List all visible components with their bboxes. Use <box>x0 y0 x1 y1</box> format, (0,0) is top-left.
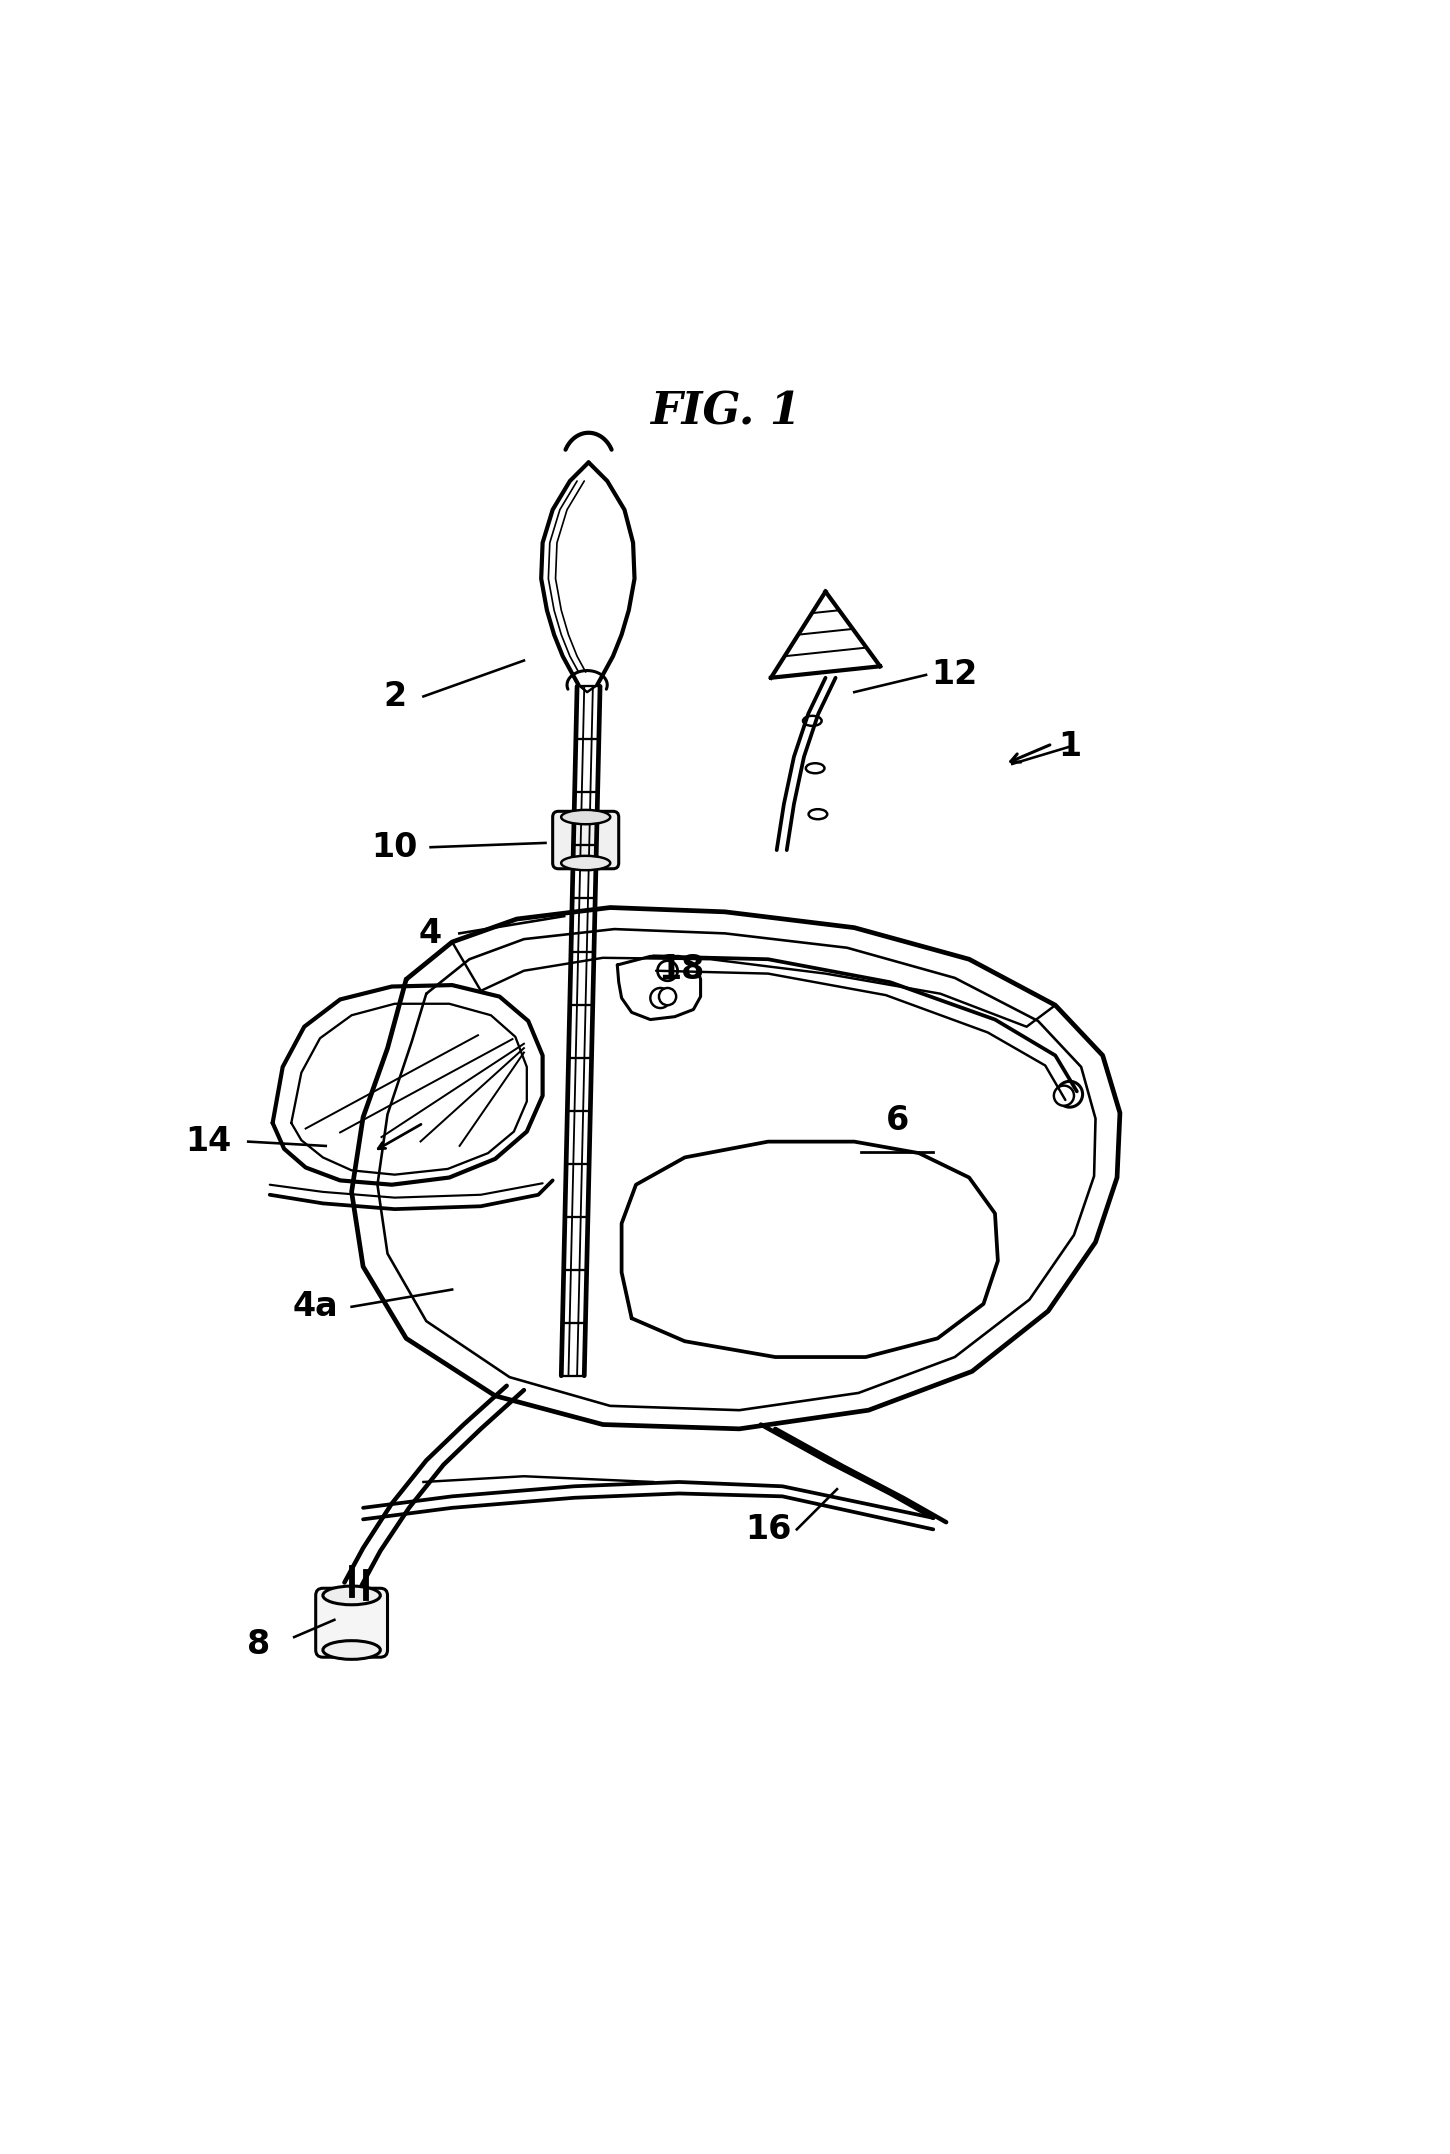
Ellipse shape <box>323 1585 380 1605</box>
Ellipse shape <box>561 855 610 870</box>
Text: 14: 14 <box>186 1124 231 1159</box>
Text: 4: 4 <box>419 918 442 950</box>
Text: FIG. 1: FIG. 1 <box>650 390 800 433</box>
Circle shape <box>650 989 670 1008</box>
Circle shape <box>657 961 677 980</box>
Text: 1: 1 <box>1058 730 1082 763</box>
Text: 6: 6 <box>886 1103 909 1137</box>
Circle shape <box>1057 1081 1083 1107</box>
Text: 10: 10 <box>371 831 418 864</box>
Ellipse shape <box>323 1641 380 1659</box>
Text: 4a: 4a <box>293 1290 338 1323</box>
Text: 8: 8 <box>247 1628 270 1661</box>
Ellipse shape <box>809 810 828 819</box>
Circle shape <box>1054 1086 1074 1105</box>
Circle shape <box>658 989 676 1006</box>
Text: 18: 18 <box>658 952 705 987</box>
Ellipse shape <box>803 715 822 726</box>
Text: 12: 12 <box>932 659 977 691</box>
Ellipse shape <box>806 763 825 773</box>
Ellipse shape <box>561 810 610 825</box>
FancyBboxPatch shape <box>316 1587 387 1656</box>
Text: 16: 16 <box>745 1512 792 1547</box>
FancyBboxPatch shape <box>552 812 619 868</box>
Text: 2: 2 <box>383 681 406 713</box>
